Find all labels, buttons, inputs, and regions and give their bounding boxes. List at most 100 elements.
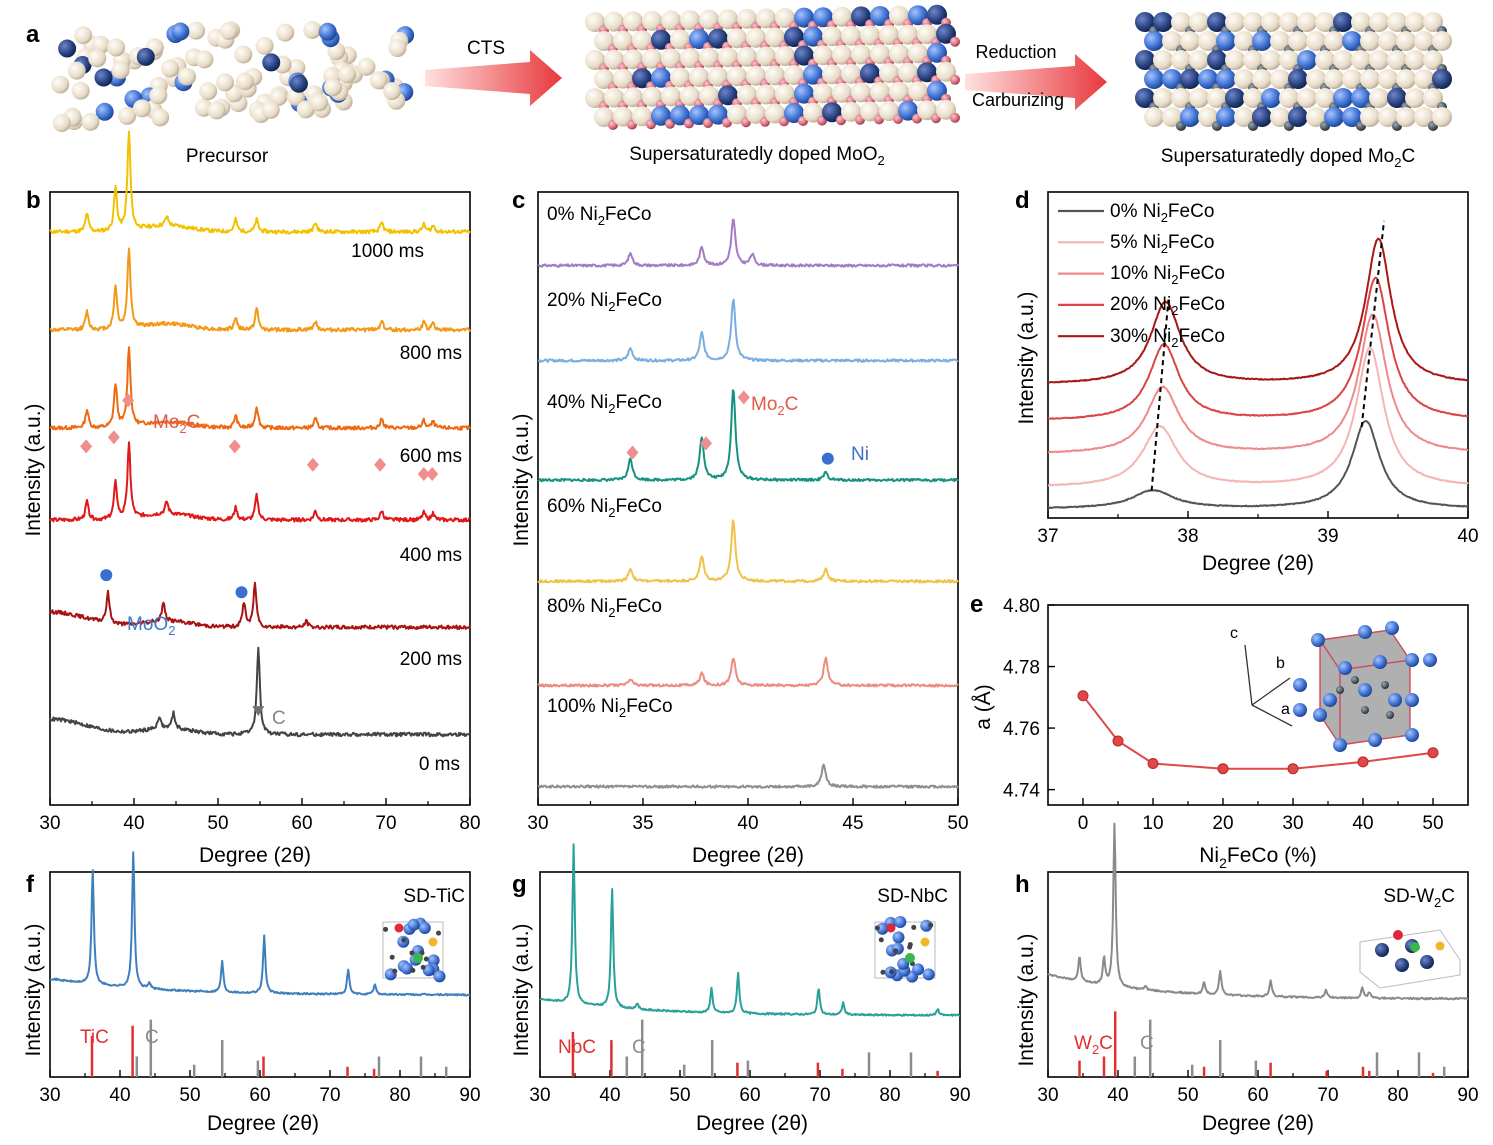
panel_g-pattern-line: [539, 843, 961, 1017]
mo2c-atom: [1243, 50, 1263, 70]
x-tick-label: 80: [879, 1085, 900, 1106]
mo2c-atom: [1225, 12, 1245, 32]
panel-label-g: g: [512, 871, 527, 898]
metal-atom: [891, 942, 904, 955]
tungsten-atom: [1395, 958, 1409, 972]
c-series-label-20: 20% Ni2FeCo: [547, 290, 662, 314]
mo2c-atom: [1297, 50, 1317, 70]
lattice-axes-icon: c b a: [1230, 625, 1293, 727]
x-tick-label: 20: [1212, 813, 1233, 834]
precursor-atom: [195, 50, 214, 69]
mo2c-atom: [1432, 31, 1452, 51]
chart-b: 30 40 50 60 70 80: [39, 130, 481, 834]
mo2c-atom: [1342, 69, 1362, 89]
metal-atom: [1311, 633, 1325, 647]
mo2c-diamond-marker: [80, 439, 93, 454]
carbon-atom: [928, 922, 934, 928]
precursor-atom: [151, 108, 170, 127]
mo2c-atom: [1279, 88, 1299, 108]
unit-cell-edge: [1319, 629, 1391, 641]
metal-atom: [433, 970, 446, 983]
metal-atom: [1313, 708, 1327, 722]
panel_f-pattern-line: [49, 851, 471, 997]
mo2c-atom: [1234, 69, 1254, 89]
x-tick-label: 30: [1282, 813, 1303, 834]
x-tick-label: 39: [1317, 526, 1338, 547]
mo2c-atom: [1324, 107, 1344, 127]
x-tick-label: 40: [737, 813, 758, 834]
axis-b-label: b: [1276, 655, 1285, 672]
mo2c-atom: [1207, 12, 1227, 32]
mo2c-atom: [1144, 31, 1164, 51]
moo2-circle-marker: [100, 569, 113, 582]
carbon-atom: [889, 969, 895, 975]
mo2c-atom: [1288, 107, 1308, 127]
panel-d: d 37 38 39 40 Degree (2θ) Intensity (a.u.) …: [1015, 187, 1479, 575]
x-tick-label: 38: [1177, 526, 1198, 547]
carbon-atom: [1351, 676, 1359, 684]
mo2c-atom: [1333, 88, 1353, 108]
e-data-point: [1357, 756, 1369, 768]
d-trend-line: [1150, 299, 1170, 491]
precursor-atom: [51, 75, 70, 94]
d-series-line: [1047, 276, 1469, 420]
precursor-atom: [388, 39, 407, 58]
x-tick-label: 40: [1107, 1085, 1128, 1106]
f-xlabel: Degree (2θ): [207, 1112, 319, 1135]
carbon-atom: [409, 950, 415, 956]
e-data-point: [1112, 735, 1124, 747]
mo2c-atom: [1405, 12, 1425, 32]
mo2c-diamond-marker: [374, 457, 387, 472]
c-series-label-80: 80% Ni2FeCo: [547, 596, 662, 620]
mo2c-diamond-marker: [426, 466, 439, 481]
mo2c-atom: [1405, 88, 1425, 108]
precursor-atom: [310, 93, 329, 112]
panel-label-e: e: [970, 591, 983, 618]
mo2c-atom: [1279, 12, 1299, 32]
b-series-label-1000: 1000 ms: [351, 241, 424, 262]
panel-label-c: c: [512, 187, 525, 214]
h-title: SD-W2C: [1383, 886, 1455, 910]
precursor-atom: [287, 58, 306, 77]
mo2c-atom: [1162, 69, 1182, 89]
d-xlabel: Degree (2θ): [1202, 552, 1314, 575]
w2c-crystal-icon: [1359, 929, 1461, 989]
x-tick-label: 40: [1457, 526, 1478, 547]
h-xlabel: Degree (2θ): [1202, 1112, 1314, 1135]
mo2c-diamond-marker: [306, 457, 319, 472]
f-title: SD-TiC: [403, 886, 465, 907]
g-ylabel: Intensity (a.u.): [510, 923, 533, 1056]
precursor-atom: [303, 20, 322, 39]
mo2c-atom: [1180, 69, 1200, 89]
e-data-point: [1077, 690, 1089, 702]
precursor-atom: [338, 65, 357, 84]
mo2c-atom: [1414, 31, 1434, 51]
chart-c: 30 35 40 45 50: [527, 191, 969, 834]
mo2c-atom: [1252, 69, 1272, 89]
mo2c-atom: [1189, 50, 1209, 70]
precursor-caption: Precursor: [186, 146, 269, 167]
dopant-atom-yellow: [920, 937, 930, 947]
mo2c-atom: [1378, 107, 1398, 127]
x-tick-label: 40: [123, 813, 144, 834]
carbon-atom: [874, 925, 880, 931]
x-tick-label: 80: [459, 813, 480, 834]
x-tick-label: 37: [1037, 526, 1058, 547]
b-series-line: [49, 130, 471, 235]
x-tick-label: 0: [1078, 813, 1089, 834]
mo2c-atom: [1144, 69, 1164, 89]
mo2c-atom: [1324, 69, 1344, 89]
mo2c-atom: [1387, 50, 1407, 70]
chart-e: 0 10 20 30 40 50 4.74 4.76 4.78 4.80: [1003, 596, 1469, 834]
mo2c-atom: [1396, 31, 1416, 51]
x-tick-label: 90: [1457, 1085, 1478, 1106]
e-data-point: [1427, 747, 1439, 759]
mo2c-atom: [1342, 31, 1362, 51]
b-series-line: [49, 581, 471, 630]
metal-atom: [1388, 693, 1402, 707]
metal-atom: [1423, 653, 1437, 667]
moo2-caption: Supersaturatedly doped MoO2: [629, 144, 884, 168]
carbon-atom: [1361, 706, 1369, 714]
mo2c-atom: [1378, 31, 1398, 51]
panel-a: a CTS Reduction Carburizing Precursor Su…: [26, 4, 1452, 170]
